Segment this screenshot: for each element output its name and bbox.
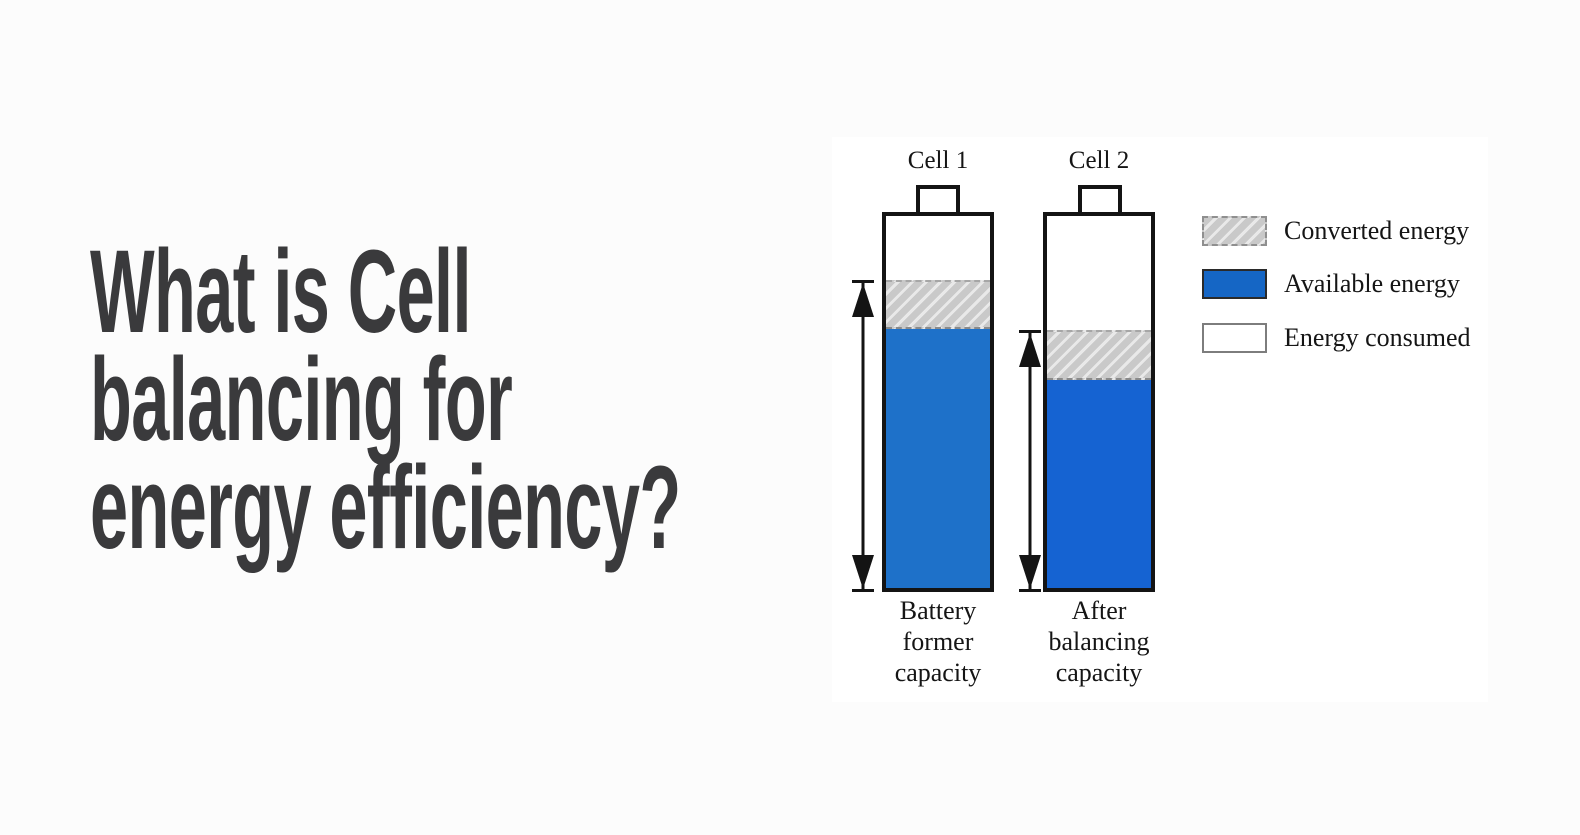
caption-line: balancing bbox=[1048, 627, 1150, 656]
battery-1-caption: Battery former capacity bbox=[853, 595, 1023, 688]
legend-item-available-energy: Available energy bbox=[1202, 269, 1460, 299]
arrow-end-bar bbox=[852, 280, 874, 283]
battery-1 bbox=[882, 212, 994, 592]
battery-2-converted-energy-segment bbox=[1047, 330, 1151, 380]
capacity-dimension-arrow-2 bbox=[1017, 330, 1043, 592]
arrow-end-bar bbox=[1019, 330, 1041, 333]
caption-line: capacity bbox=[894, 658, 982, 687]
legend-label: Converted energy bbox=[1284, 216, 1470, 245]
battery-1-energy-consumed-segment bbox=[886, 216, 990, 280]
energy-consumed-swatch bbox=[1202, 323, 1267, 353]
battery-1-available-energy-segment bbox=[886, 329, 990, 588]
caption-line: After bbox=[1071, 596, 1127, 625]
battery-2-caption: After balancing capacity bbox=[1014, 595, 1184, 688]
converted-energy-swatch bbox=[1202, 216, 1267, 246]
arrow-down-icon bbox=[852, 555, 874, 589]
legend-label: Available energy bbox=[1284, 269, 1460, 298]
battery-balancing-diagram: Cell 1 Cell 2 Battery former capacity Af… bbox=[832, 137, 1488, 702]
arrow-line bbox=[861, 282, 865, 590]
battery-1-converted-energy-segment bbox=[886, 280, 990, 329]
arrow-end-bar bbox=[852, 589, 874, 592]
heading-line: What is Cell bbox=[90, 226, 472, 358]
battery-2-terminal bbox=[1078, 185, 1122, 216]
caption-line: former bbox=[902, 627, 974, 656]
available-energy-swatch bbox=[1202, 269, 1267, 299]
battery-2-energy-consumed-segment bbox=[1047, 216, 1151, 330]
legend-label: Energy consumed bbox=[1284, 323, 1471, 352]
battery-2 bbox=[1043, 212, 1155, 592]
capacity-dimension-arrow-1 bbox=[850, 280, 876, 592]
heading-line: balancing for bbox=[90, 334, 513, 466]
legend-item-energy-consumed: Energy consumed bbox=[1202, 323, 1471, 353]
cell-2-label: Cell 2 bbox=[1068, 147, 1130, 174]
legend-item-converted-energy: Converted energy bbox=[1202, 216, 1469, 246]
heading-line: energy efficiency? bbox=[90, 442, 681, 574]
arrow-end-bar bbox=[1019, 589, 1041, 592]
caption-line: capacity bbox=[1055, 658, 1143, 687]
battery-2-available-energy-segment bbox=[1047, 380, 1151, 588]
cell-1-label: Cell 1 bbox=[907, 147, 969, 174]
arrow-line bbox=[1028, 332, 1032, 590]
caption-line: Battery bbox=[899, 596, 977, 625]
arrow-down-icon bbox=[1019, 555, 1041, 589]
page-title: What is Cell balancing for energy effici… bbox=[90, 226, 681, 574]
